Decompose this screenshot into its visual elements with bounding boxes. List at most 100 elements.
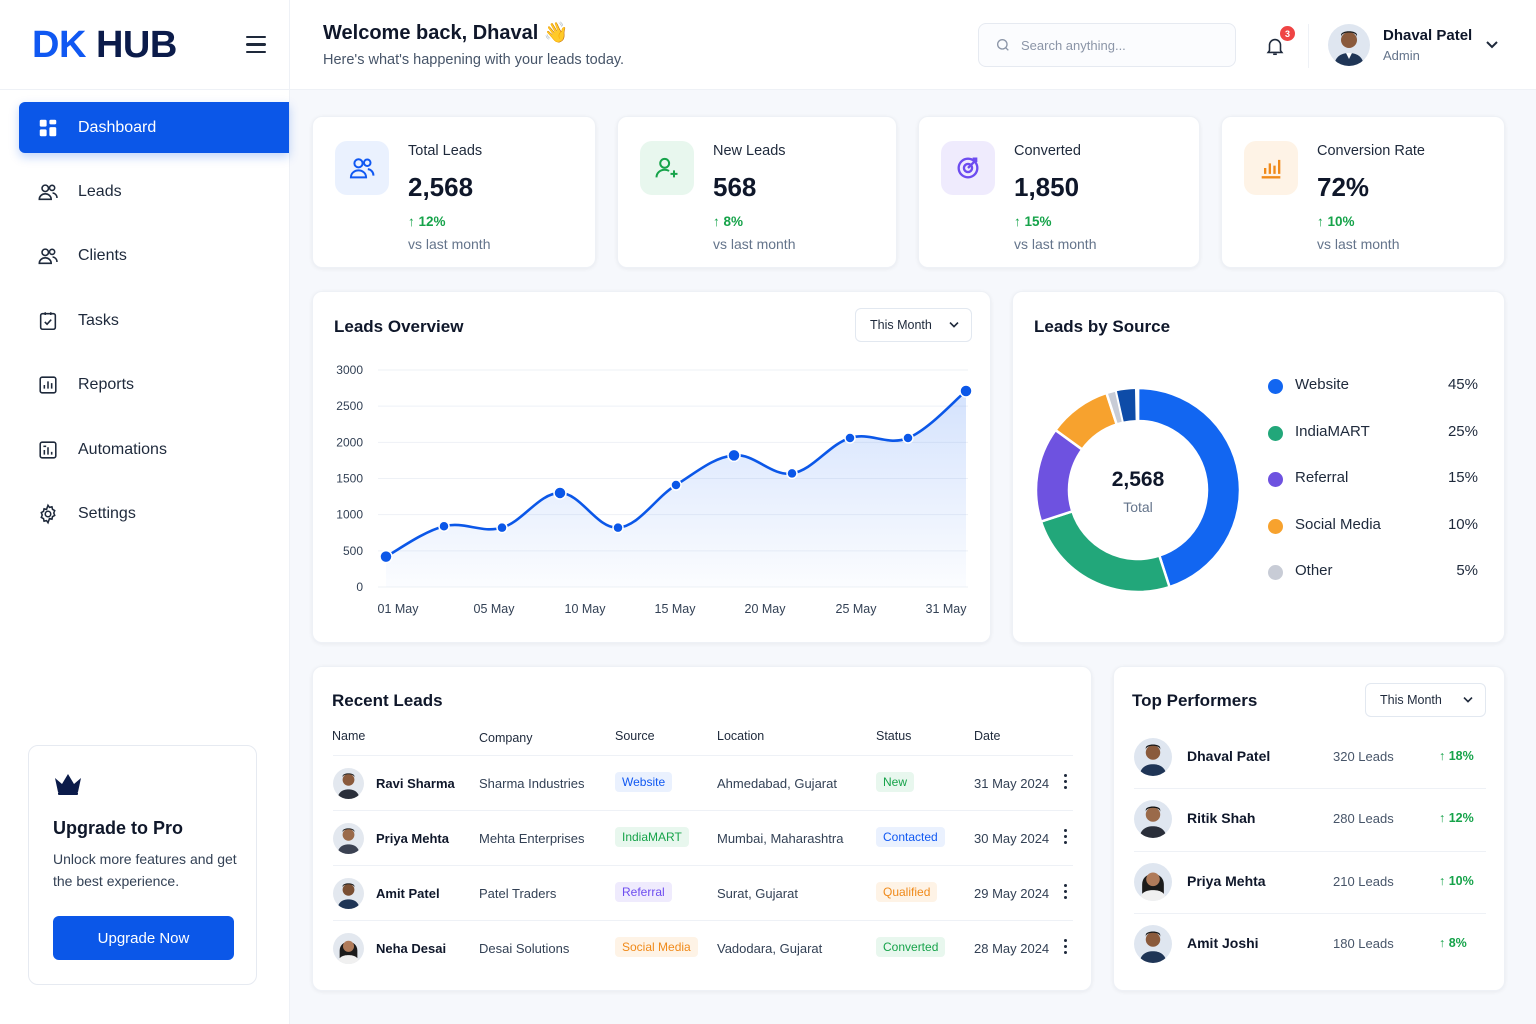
sidebar-item-label: Leads [78, 182, 122, 200]
sidebar-item-tasks[interactable]: Tasks [19, 295, 289, 346]
stat-change: ↑ 15% [1014, 214, 1052, 229]
topbar: Welcome back, Dhaval 👋 Here's what's hap… [290, 0, 1536, 90]
more-options-icon[interactable] [1064, 774, 1068, 790]
lead-name: Amit Patel [376, 886, 440, 901]
performer-change: ↑ 18% [1439, 749, 1474, 763]
performer-item[interactable]: Amit Joshi 180 Leads ↑ 8% [1134, 913, 1486, 975]
sidebar-item-automations[interactable]: Automations [19, 424, 289, 475]
data-point[interactable] [496, 521, 508, 534]
legend-item: Website 45% [1268, 375, 1478, 399]
logo[interactable]: DK HUB [32, 24, 177, 66]
sidebar-item-clients[interactable]: Clients [19, 230, 289, 281]
x-tick-label: 10 May [565, 602, 607, 616]
avatar[interactable] [1328, 24, 1370, 66]
lead-company: Patel Traders [479, 886, 557, 901]
automation-icon [39, 440, 57, 459]
chevron-down-icon[interactable] [1486, 40, 1498, 50]
sidebar-item-reports[interactable]: Reports [19, 359, 289, 410]
status-badge: Qualified [876, 882, 938, 902]
leads-overview-filter-dropdown[interactable]: This Month [855, 308, 972, 342]
logo-dk: DK [32, 24, 86, 66]
lead-date: 31 May 2024 [974, 776, 1050, 791]
donut-slice[interactable] [1136, 386, 1242, 589]
top-performers-card: Top Performers This Month Dhaval Patel 3… [1113, 666, 1505, 991]
data-point[interactable] [553, 486, 567, 500]
data-point[interactable] [902, 432, 914, 444]
column-header: Name [332, 729, 366, 743]
data-point[interactable] [438, 520, 450, 532]
column-header: Company [479, 731, 533, 745]
more-options-icon[interactable] [1064, 884, 1068, 900]
chevron-down-icon [1463, 697, 1473, 703]
lead-date: 28 May 2024 [974, 941, 1050, 956]
stat-value: 568 [713, 172, 757, 202]
legend-swatch [1268, 565, 1283, 580]
stat-card-new-leads: New Leads 568 ↑ 8% vs last month [617, 116, 897, 268]
data-point[interactable] [959, 384, 973, 398]
search-placeholder: Search anything... [1021, 37, 1126, 53]
menu-icon[interactable] [246, 36, 266, 54]
bell-icon[interactable] [1264, 34, 1286, 58]
legend-value: 15% [1447, 469, 1478, 486]
welcome-subtitle: Here's what's happening with your leads … [323, 52, 625, 68]
sidebar-item-leads[interactable]: Leads [19, 166, 289, 217]
data-point[interactable] [612, 521, 624, 534]
table-row[interactable]: Neha Desai Desai Solutions Social Media … [333, 920, 1073, 975]
chevron-down-icon [949, 322, 959, 328]
performer-leads: 280 Leads [1333, 811, 1394, 826]
performer-change-value: 18% [1448, 749, 1474, 763]
table-row[interactable]: Ravi Sharma Sharma Industries Website Ah… [333, 755, 1073, 810]
donut-slice[interactable] [1039, 509, 1172, 594]
y-tick-label: 1000 [336, 508, 363, 522]
recent-leads-title: Recent Leads [332, 691, 443, 710]
performer-item[interactable]: Dhaval Patel 320 Leads ↑ 18% [1134, 726, 1486, 788]
dropdown-value: This Month [1380, 693, 1442, 707]
more-options-icon[interactable] [1064, 829, 1068, 845]
sidebar-item-label: Reports [78, 375, 135, 393]
leads-by-source-donut-chart [1034, 386, 1242, 594]
stat-change: ↑ 10% [1317, 214, 1355, 229]
leads-by-source-title: Leads by Source [1034, 317, 1171, 336]
grid-icon [39, 119, 57, 136]
table-row[interactable]: Priya Mehta Mehta Enterprises IndiaMART … [333, 810, 1073, 865]
upgrade-now-button[interactable]: Upgrade Now [53, 916, 234, 960]
sidebar-item-label: Settings [78, 504, 136, 522]
data-point[interactable] [844, 432, 856, 444]
crown-icon [55, 774, 81, 795]
y-tick-label: 1500 [336, 472, 363, 486]
lead-name: Priya Mehta [376, 831, 449, 846]
data-point[interactable] [727, 448, 741, 463]
top-performers-filter-dropdown[interactable]: This Month [1365, 683, 1486, 717]
data-point[interactable] [786, 467, 798, 480]
sidebar-item-label: Dashboard [78, 118, 157, 136]
more-options-icon[interactable] [1064, 939, 1068, 955]
user-name: Dhaval Patel [1383, 27, 1473, 44]
sidebar-item-label: Automations [78, 440, 167, 458]
lead-location: Surat, Gujarat [717, 886, 798, 901]
stat-value: 2,568 [408, 172, 474, 202]
legend-item: IndiaMART 25% [1268, 422, 1478, 446]
sidebar-item-settings[interactable]: Settings [19, 488, 289, 539]
legend-value: 25% [1447, 423, 1478, 440]
user-plus-icon [640, 141, 694, 195]
avatar [333, 823, 364, 854]
performer-item[interactable]: Ritik Shah 280 Leads ↑ 12% [1134, 788, 1486, 850]
performer-change-value: 8% [1448, 936, 1467, 950]
sidebar-item-dashboard[interactable]: Dashboard [19, 102, 289, 153]
data-point[interactable] [670, 479, 682, 491]
avatar [1134, 863, 1172, 901]
legend-value: 45% [1447, 376, 1478, 393]
stat-change-value: 12% [418, 214, 446, 229]
notification-badge: 3 [1280, 26, 1295, 41]
lead-date: 29 May 2024 [974, 886, 1050, 901]
stat-card-total-leads: Total Leads 2,568 ↑ 12% vs last month [312, 116, 596, 268]
users-icon [38, 183, 58, 200]
lead-name: Ravi Sharma [376, 776, 455, 791]
search-input[interactable]: Search anything... [978, 23, 1236, 67]
performer-item[interactable]: Priya Mehta 210 Leads ↑ 10% [1134, 851, 1486, 913]
x-tick-label: 25 May [836, 602, 878, 616]
table-row[interactable]: Amit Patel Patel Traders Referral Surat,… [333, 865, 1073, 920]
performer-change: ↑ 12% [1439, 811, 1474, 825]
stat-change: ↑ 12% [408, 214, 446, 229]
data-point[interactable] [379, 549, 393, 564]
